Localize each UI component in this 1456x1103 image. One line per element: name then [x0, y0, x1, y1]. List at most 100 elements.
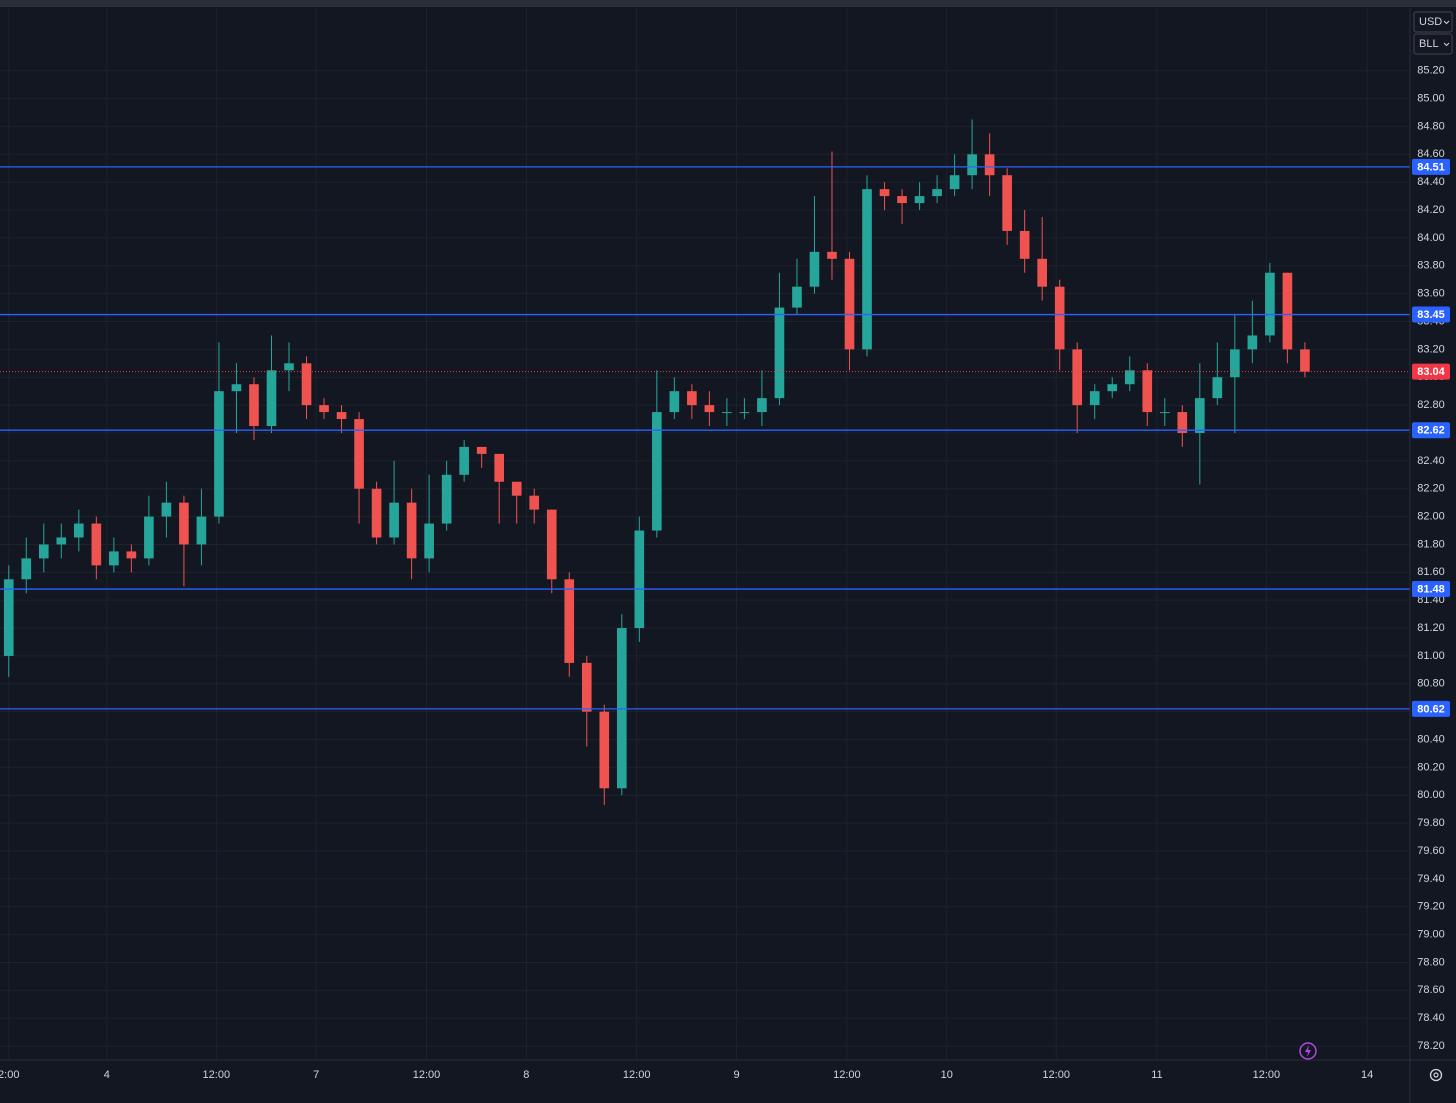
x-tick-label: 12:00 [413, 1069, 441, 1081]
y-tick-label: 84.00 [1417, 232, 1445, 244]
candle-body [126, 551, 137, 559]
currency-label[interactable]: USD [1419, 16, 1442, 28]
y-tick-label: 81.00 [1417, 650, 1445, 662]
icon-gear [1429, 1068, 1443, 1082]
y-tick-label: 78.40 [1417, 1012, 1445, 1024]
candle-body [109, 551, 119, 566]
candle-body [266, 370, 277, 427]
y-tick-label: 84.60 [1417, 148, 1445, 160]
axes: 78.20 78.40 78.60 78.80 79.00 79.20 79.40 79.60… [0, 8, 1456, 1103]
candle-body [301, 363, 312, 406]
y-tick-label: 79.00 [1417, 929, 1445, 941]
unit-selector[interactable]: BLL [1413, 33, 1453, 55]
price-label: 83.45 [1417, 309, 1445, 321]
x-tick-label: 12:00 [1042, 1069, 1070, 1081]
candle-body [652, 412, 662, 531]
candle-body [967, 154, 977, 176]
candle-body [722, 412, 732, 414]
x-tick-label: 11 [1151, 1069, 1162, 1081]
icon-gear-center [1433, 1072, 1439, 1078]
candle-body [546, 509, 557, 580]
price-label-box [1412, 700, 1450, 717]
candle-body [792, 286, 802, 308]
candle-body [38, 544, 49, 559]
candle-body [91, 523, 102, 566]
plot-area [0, 119, 1410, 806]
y-tick-label: 80.00 [1417, 789, 1445, 801]
y-tick-label: 80.20 [1417, 761, 1445, 773]
x-tick-label: 12:00 [203, 1069, 231, 1081]
y-tick-label: 82.40 [1417, 455, 1445, 467]
candle-body [1282, 272, 1293, 350]
y-tick-label: 84.80 [1417, 120, 1445, 132]
chevron [1443, 42, 1450, 47]
candle-body [897, 196, 907, 204]
candle-body [1265, 272, 1275, 336]
currency-selector[interactable]: USD [1413, 11, 1453, 33]
y-tick-label: 81.20 [1417, 622, 1445, 634]
x-tick-label: 4 [104, 1069, 110, 1081]
candle-body [336, 412, 347, 420]
candle-body [179, 502, 189, 545]
candle-body [214, 391, 224, 517]
candle-body [862, 189, 872, 350]
candle-body [161, 502, 172, 517]
candle-body [634, 530, 645, 629]
price-label-box [1412, 581, 1450, 598]
candle-body [354, 419, 364, 489]
candle-body [74, 523, 84, 538]
y-tick-label: 79.40 [1417, 873, 1445, 885]
candle-body [914, 196, 925, 204]
settings-icon[interactable] [1429, 1068, 1443, 1082]
y-tick-label: 80.80 [1417, 678, 1445, 690]
candle-body [1002, 175, 1012, 231]
lightning-icon[interactable] [1299, 1042, 1317, 1060]
candle-body [599, 711, 610, 789]
candle-body [616, 628, 627, 789]
y-tick-label: 78.20 [1417, 1040, 1445, 1052]
y-tick-label: 82.80 [1417, 399, 1445, 411]
price-label: 82.62 [1417, 425, 1445, 437]
x-tick-label: 14 [1361, 1069, 1373, 1081]
price-label: 80.62 [1417, 703, 1445, 715]
y-tick-label: 81.60 [1417, 566, 1445, 578]
candle-body [249, 384, 259, 427]
y-tick-label: 80.40 [1417, 733, 1445, 745]
y-tick-label: 78.80 [1417, 956, 1445, 968]
candle-body [844, 258, 855, 350]
x-tick-label: 7 [313, 1069, 319, 1081]
price-label-box [1412, 422, 1450, 439]
y-tick-label: 79.80 [1417, 817, 1445, 829]
candle-body [932, 189, 942, 197]
candle-body [687, 391, 697, 406]
y-tick-label: 79.20 [1417, 901, 1445, 913]
candle-body [1089, 391, 1100, 406]
y-tick-label: 83.80 [1417, 260, 1445, 272]
x-tick-label: 2:00 [0, 1069, 19, 1081]
candle-body [879, 189, 890, 197]
candle-body [529, 495, 540, 510]
top-border [0, 0, 1456, 7]
candle-body [3, 579, 14, 656]
currency-button[interactable] [1413, 11, 1453, 33]
y-tick-label: 82.20 [1417, 483, 1445, 495]
x-tick-label: 10 [941, 1069, 953, 1081]
unit-button[interactable] [1413, 33, 1453, 55]
candle-body [196, 516, 207, 545]
x-tick-label: 12:00 [623, 1069, 651, 1081]
candle-body [284, 363, 294, 371]
candle-body [949, 175, 960, 190]
y-tick-label: 85.20 [1417, 65, 1445, 77]
x-tick-label: 12:00 [833, 1069, 861, 1081]
y-tick-label: 78.60 [1417, 984, 1445, 996]
candle-body [389, 502, 399, 538]
y-tick-label: 81.40 [1417, 594, 1445, 606]
icon-bolt [1305, 1045, 1311, 1057]
y-tick-label: 83.60 [1417, 288, 1445, 300]
candle-body [704, 405, 715, 413]
candle-body [424, 523, 434, 559]
candle-body [984, 154, 995, 176]
unit-label[interactable]: BLL [1419, 38, 1439, 50]
